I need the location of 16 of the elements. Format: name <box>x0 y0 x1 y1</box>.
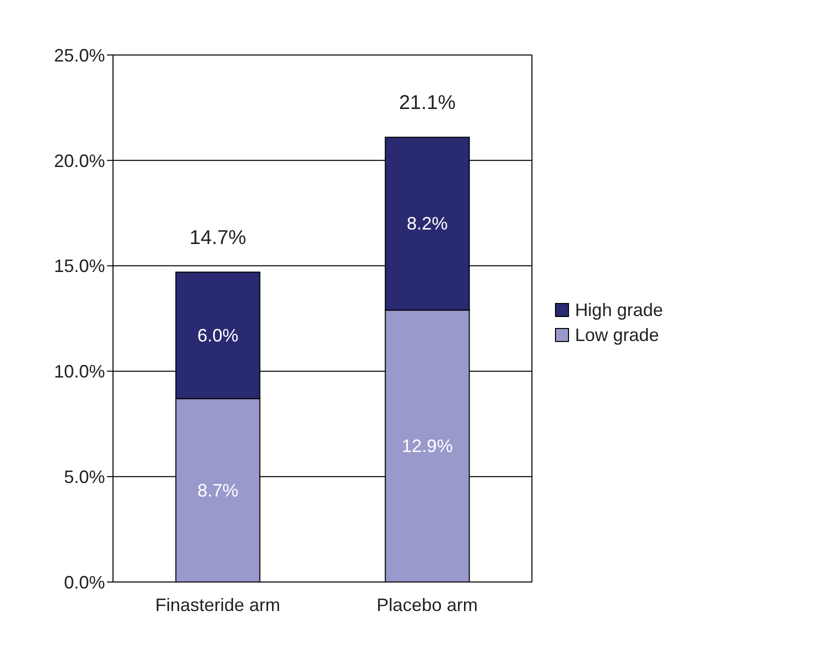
y-tick-label: 0.0% <box>64 572 105 592</box>
y-tick-label: 15.0% <box>54 256 105 276</box>
legend-label: Low grade <box>574 324 659 346</box>
data-label: 6.0% <box>197 325 238 346</box>
data-label: 12.9% <box>402 436 453 456</box>
legend-label: High grade <box>574 300 663 320</box>
x-tick-label: Placebo arm <box>376 594 478 615</box>
x-tick-label: Finasteride arm <box>155 594 280 615</box>
y-tick-label: 10.0% <box>54 362 105 382</box>
y-tick-label: 5.0% <box>64 466 105 487</box>
total-label: 21.1% <box>398 92 456 114</box>
y-tick-label: 20.0% <box>54 150 105 171</box>
total-label: 14.7% <box>189 227 246 250</box>
data-label: 8.7% <box>197 480 238 500</box>
y-tick-label: 25.0% <box>54 45 105 66</box>
data-label: 8.2% <box>406 214 448 234</box>
